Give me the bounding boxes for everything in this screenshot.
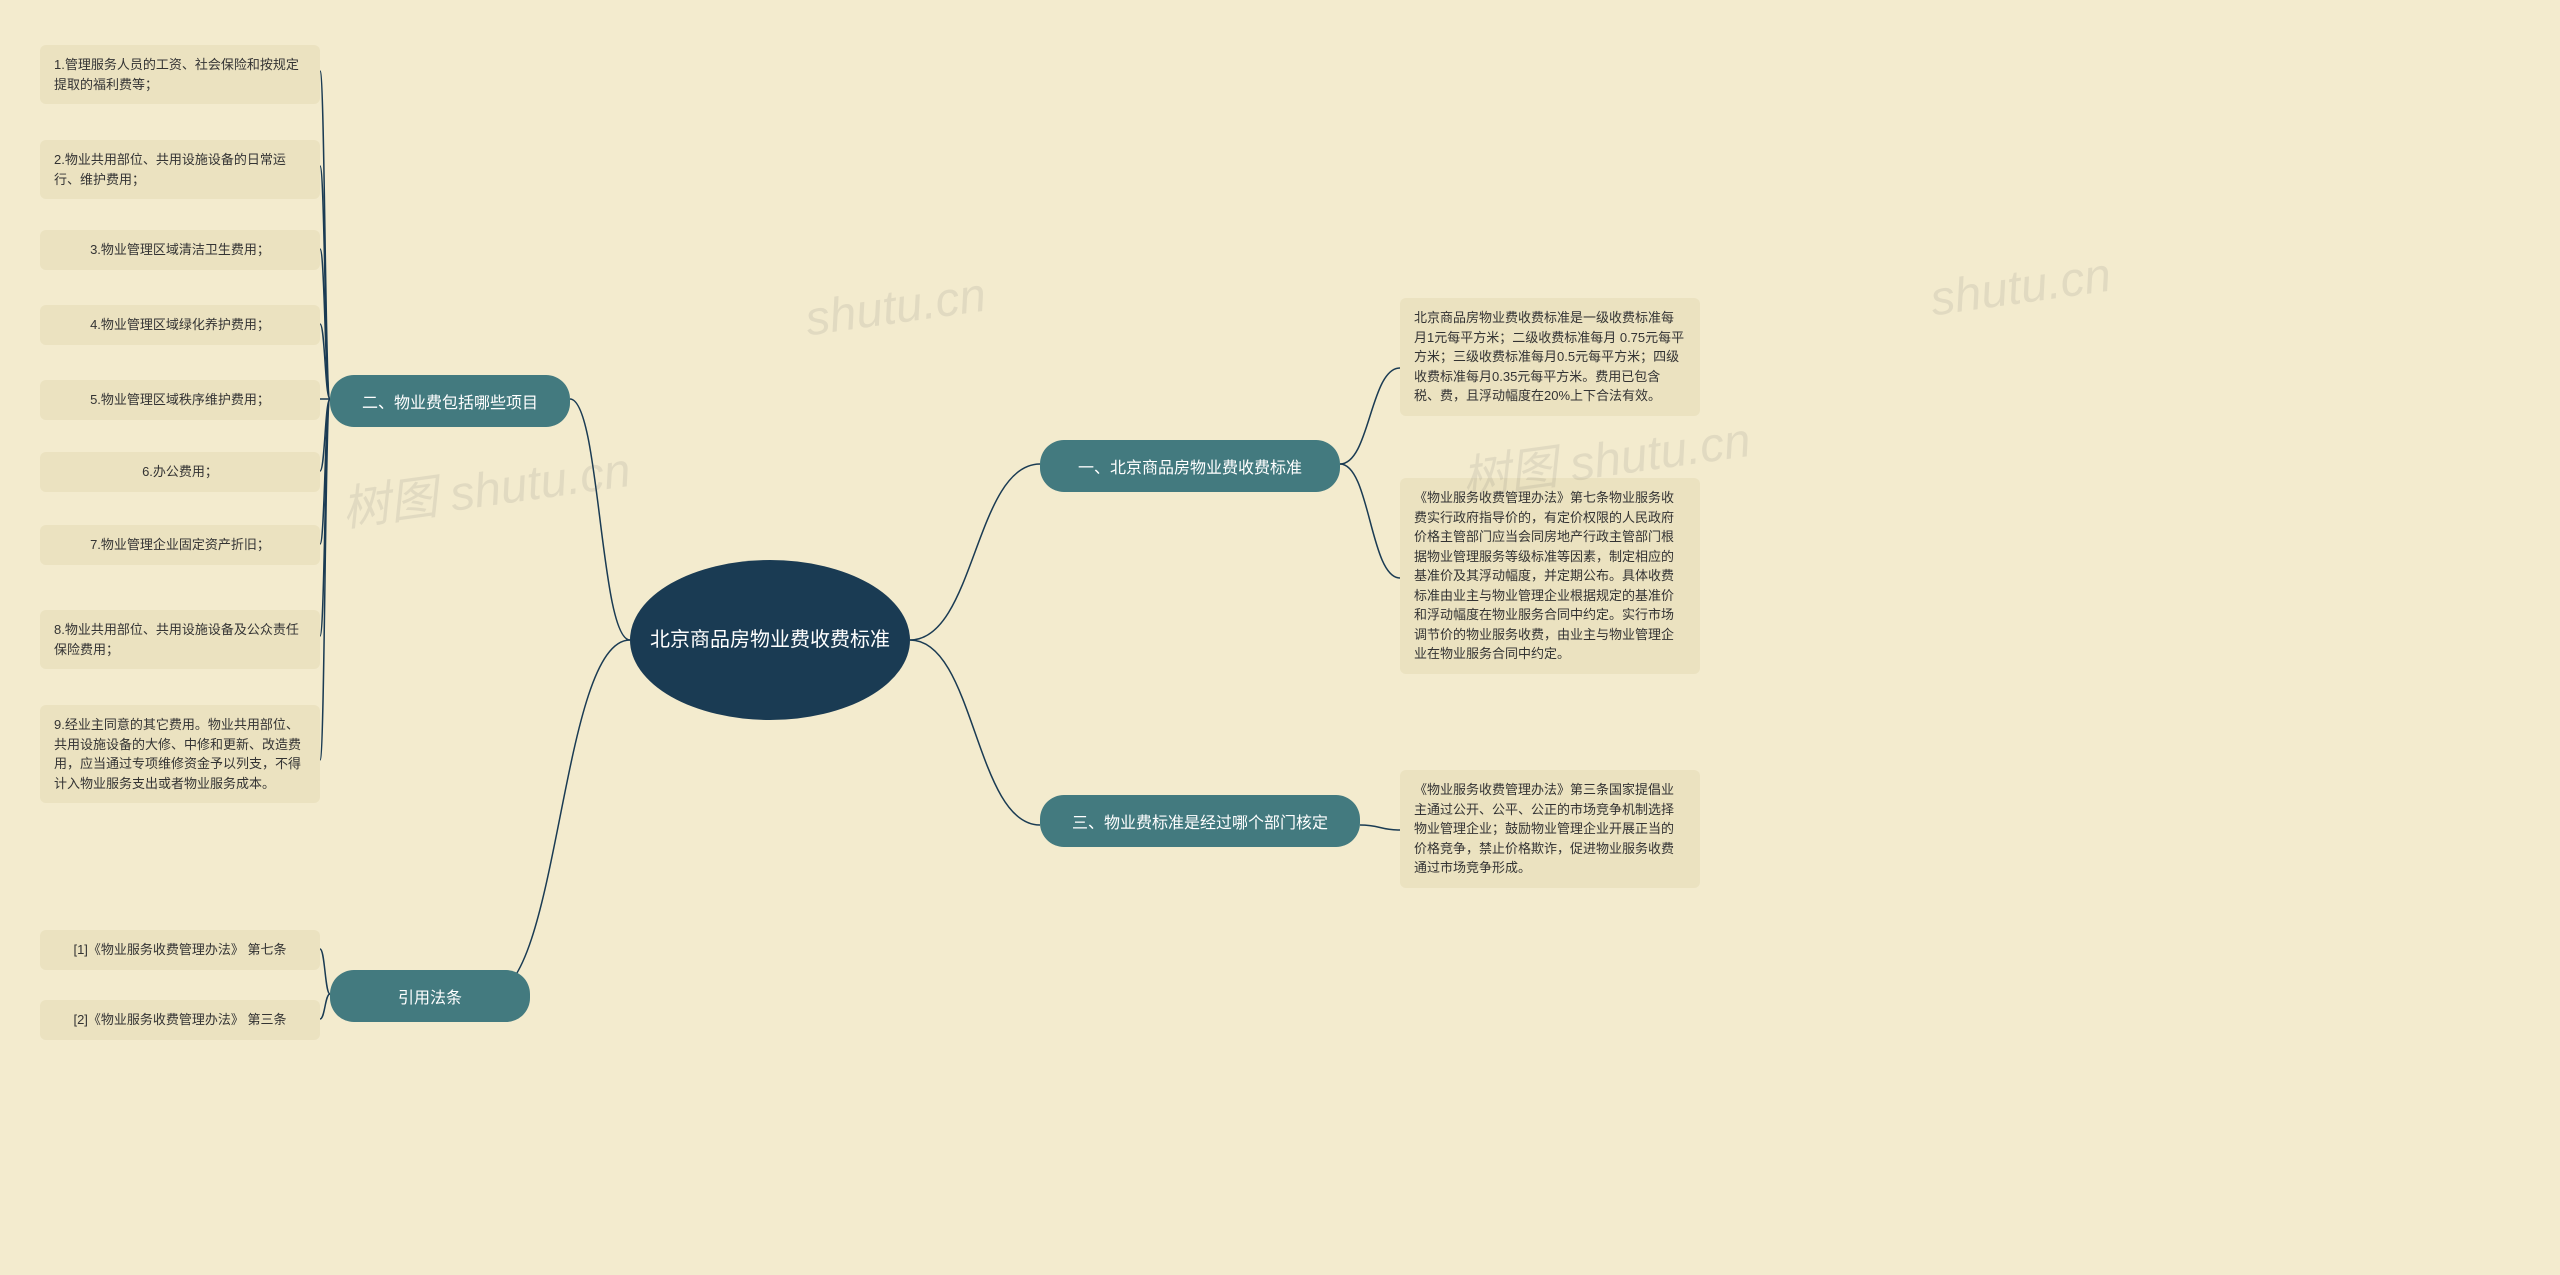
leaf-l1a: 1.管理服务人员的工资、社会保险和按规定提取的福利费等； [40, 45, 320, 104]
leaf-l1g: 7.物业管理企业固定资产折旧； [40, 525, 320, 565]
branch-r2-label: 三、物业费标准是经过哪个部门核定 [1072, 809, 1328, 833]
leaf-l1i-label: 9.经业主同意的其它费用。物业共用部位、共用设施设备的大修、中修和更新、改造费用… [54, 715, 306, 793]
leaf-l1e-label: 5.物业管理区域秩序维护费用； [90, 390, 270, 410]
leaf-l1f: 6.办公费用； [40, 452, 320, 492]
leaf-l1e: 5.物业管理区域秩序维护费用； [40, 380, 320, 420]
leaf-l1d: 4.物业管理区域绿化养护费用； [40, 305, 320, 345]
leaf-l2a-label: [1]《物业服务收费管理办法》 第七条 [73, 940, 286, 960]
leaf-l1a-label: 1.管理服务人员的工资、社会保险和按规定提取的福利费等； [54, 55, 306, 94]
branch-l2-label: 引用法条 [398, 984, 462, 1008]
branch-l1-label: 二、物业费包括哪些项目 [362, 389, 538, 413]
leaf-l1c: 3.物业管理区域清洁卫生费用； [40, 230, 320, 270]
leaf-l1c-label: 3.物业管理区域清洁卫生费用； [90, 240, 270, 260]
watermark: shutu.cn [1927, 248, 2114, 328]
leaf-l2a: [1]《物业服务收费管理办法》 第七条 [40, 930, 320, 970]
leaf-l1h-label: 8.物业共用部位、共用设施设备及公众责任保险费用； [54, 620, 306, 659]
leaf-l1h: 8.物业共用部位、共用设施设备及公众责任保险费用； [40, 610, 320, 669]
leaf-r2a-label: 《物业服务收费管理办法》第三条国家提倡业主通过公开、公平、公正的市场竞争机制选择… [1414, 780, 1686, 878]
watermark: 树图 shutu.cn [337, 430, 635, 540]
leaf-r1a-label: 北京商品房物业费收费标准是一级收费标准每月1元每平方米；二级收费标准每月 0.7… [1414, 308, 1686, 406]
leaf-r1b: 《物业服务收费管理办法》第七条物业服务收费实行政府指导价的，有定价权限的人民政府… [1400, 478, 1700, 674]
leaf-l1g-label: 7.物业管理企业固定资产折旧； [90, 535, 270, 555]
leaf-r1b-label: 《物业服务收费管理办法》第七条物业服务收费实行政府指导价的，有定价权限的人民政府… [1414, 488, 1686, 664]
leaf-l1i: 9.经业主同意的其它费用。物业共用部位、共用设施设备的大修、中修和更新、改造费用… [40, 705, 320, 803]
branch-l2: 引用法条 [330, 970, 530, 1022]
leaf-r1a: 北京商品房物业费收费标准是一级收费标准每月1元每平方米；二级收费标准每月 0.7… [1400, 298, 1700, 416]
leaf-l1b-label: 2.物业共用部位、共用设施设备的日常运行、维护费用； [54, 150, 306, 189]
branch-r2: 三、物业费标准是经过哪个部门核定 [1040, 795, 1360, 847]
leaf-l2b: [2]《物业服务收费管理办法》 第三条 [40, 1000, 320, 1040]
watermark: shutu.cn [802, 268, 989, 348]
center-label: 北京商品房物业费收费标准 [650, 626, 890, 654]
branch-r1: 一、北京商品房物业费收费标准 [1040, 440, 1340, 492]
connector-layer [0, 0, 2560, 1275]
leaf-l1f-label: 6.办公费用； [142, 462, 218, 482]
branch-r1-label: 一、北京商品房物业费收费标准 [1078, 454, 1302, 478]
leaf-l1b: 2.物业共用部位、共用设施设备的日常运行、维护费用； [40, 140, 320, 199]
branch-l1: 二、物业费包括哪些项目 [330, 375, 570, 427]
leaf-l1d-label: 4.物业管理区域绿化养护费用； [90, 315, 270, 335]
leaf-r2a: 《物业服务收费管理办法》第三条国家提倡业主通过公开、公平、公正的市场竞争机制选择… [1400, 770, 1700, 888]
center-node: 北京商品房物业费收费标准 [630, 560, 910, 720]
leaf-l2b-label: [2]《物业服务收费管理办法》 第三条 [73, 1010, 286, 1030]
